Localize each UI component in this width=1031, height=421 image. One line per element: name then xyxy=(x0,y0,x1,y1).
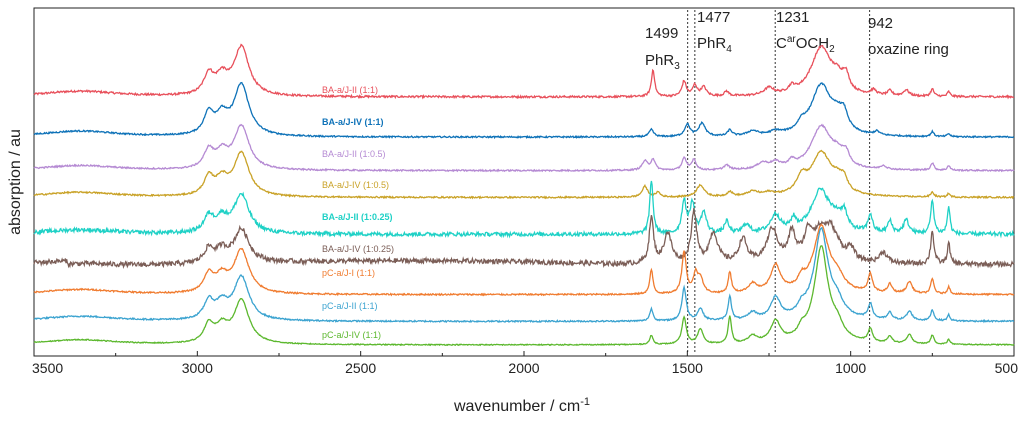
y-axis-label: absorption / au xyxy=(7,129,24,235)
ref-sublabel-942: oxazine ring xyxy=(868,41,949,58)
series-label-9: pC-a/J-IV (1:1) xyxy=(322,330,381,340)
series-label-7: pC-a/J-I (1:1) xyxy=(322,268,375,278)
axes: 3500 3000 2500 2000 1500 1000 500 wavenumber / … xyxy=(7,129,1018,415)
x-axis-label: wavenumber / cm-1 xyxy=(453,396,590,415)
series-label-8: pC-a/J-II (1:1) xyxy=(322,301,378,311)
plot-area xyxy=(33,7,1015,357)
x-tick-label-2000: 2000 xyxy=(508,360,539,376)
ref-label-1477: 1477 xyxy=(697,9,730,26)
x-tick-label-2500: 2500 xyxy=(345,360,376,376)
plot-frame xyxy=(33,7,1015,357)
ref-label-1499: 1499 xyxy=(645,25,678,42)
series-label-1: BA-a/J-II (1:1) xyxy=(322,85,378,95)
x-tick-label-3000: 3000 xyxy=(182,360,213,376)
series-line-3 xyxy=(33,123,1015,173)
series-label-4: BA-a/J-IV (1:0.5) xyxy=(322,180,389,190)
series-group xyxy=(33,43,1015,347)
ref-sublabel-1499: PhR3 xyxy=(645,52,680,72)
series-line-8 xyxy=(33,227,1015,324)
series-line-1 xyxy=(33,43,1015,100)
series-label-5: BA-a/J-II (1:0.25) xyxy=(322,212,393,222)
x-tick-label-3500: 3500 xyxy=(32,360,63,376)
series-label-2: BA-a/J-IV (1:1) xyxy=(322,117,384,127)
x-tick-label-1000: 1000 xyxy=(835,360,866,376)
series-line-4 xyxy=(33,149,1015,200)
series-label-6: BA-a/J-IV (1:0.25) xyxy=(322,244,394,254)
x-tick-label-1500: 1500 xyxy=(672,360,703,376)
x-tick-label-500: 500 xyxy=(995,360,1019,376)
ref-sublabel-1477: PhR4 xyxy=(697,35,732,55)
series-line-2 xyxy=(33,81,1015,140)
series-labels: BA-a/J-II (1:1) BA-a/J-IV (1:1) BA-a/J-II … xyxy=(322,85,394,340)
ref-label-942: 942 xyxy=(868,15,893,32)
series-line-7 xyxy=(33,223,1015,297)
ref-sublabel-1231: CarOCH2 xyxy=(776,34,835,55)
reference-lines: 1499 PhR3 1477 PhR4 1231 CarOCH2 942 oxazine ri… xyxy=(645,9,949,354)
series-line-5 xyxy=(33,180,1015,239)
series-label-3: BA-a/J-II (1:0.5) xyxy=(322,149,386,159)
series-line-9 xyxy=(33,245,1015,347)
ref-label-1231: 1231 xyxy=(776,9,809,26)
series-line-6 xyxy=(33,208,1015,269)
